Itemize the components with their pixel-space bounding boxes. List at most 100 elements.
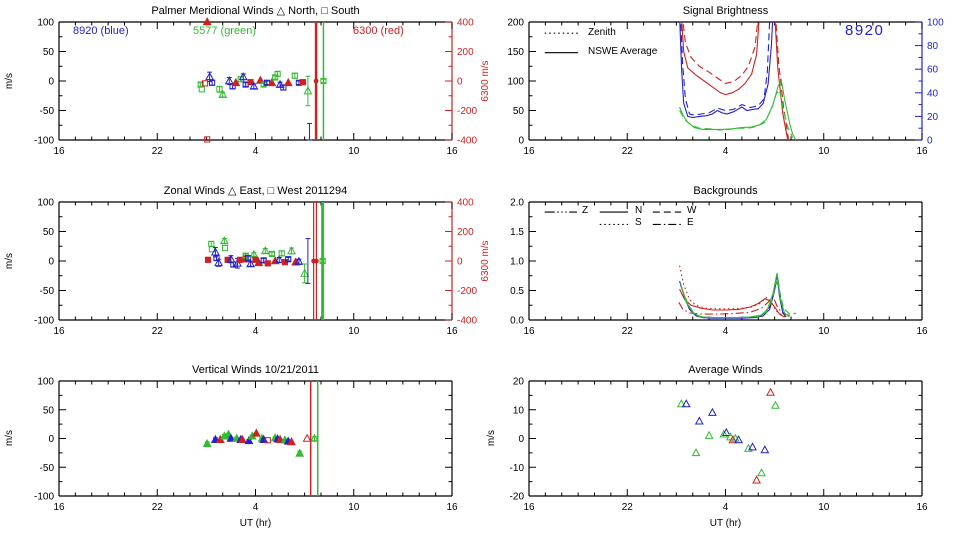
svg-text:16: 16 bbox=[916, 146, 928, 157]
marker-square bbox=[280, 84, 287, 91]
marker-square bbox=[204, 136, 211, 143]
marker-square bbox=[213, 254, 220, 262]
series-backgrounds-1 bbox=[679, 289, 785, 318]
svg-text:0: 0 bbox=[927, 136, 933, 147]
svg-text:150: 150 bbox=[507, 47, 524, 58]
series-backgrounds-6 bbox=[680, 279, 797, 319]
marker-square bbox=[264, 260, 271, 267]
marker-triangle bbox=[760, 445, 770, 454]
marker-square bbox=[221, 244, 229, 252]
svg-text:100: 100 bbox=[927, 18, 944, 29]
svg-text:16: 16 bbox=[916, 326, 928, 337]
svg-text:2.0: 2.0 bbox=[510, 198, 524, 209]
svg-text:100: 100 bbox=[507, 77, 524, 88]
svg-text:200: 200 bbox=[507, 18, 524, 29]
right-axis-label-6300-top: 6300 m/s bbox=[480, 60, 491, 102]
marker-triangle bbox=[226, 433, 236, 442]
series-backgrounds-4 bbox=[679, 276, 786, 319]
title-signal-brightness: Signal Brightness bbox=[682, 5, 769, 17]
series-signal-brightness-1 bbox=[680, 22, 771, 116]
svg-text:-100: -100 bbox=[34, 316, 54, 327]
series-signal-brightness-2 bbox=[681, 22, 760, 96]
svg-text:16: 16 bbox=[446, 326, 458, 337]
marker-triangle bbox=[294, 256, 304, 265]
svg-text:20: 20 bbox=[513, 377, 525, 388]
svg-text:1.0: 1.0 bbox=[510, 257, 524, 268]
svg-text:22: 22 bbox=[622, 502, 634, 513]
svg-text:-400: -400 bbox=[457, 316, 477, 327]
marker-square bbox=[299, 79, 307, 86]
marker-square bbox=[247, 79, 254, 86]
ylabel-average: m/s bbox=[486, 429, 497, 447]
svg-text:16: 16 bbox=[523, 146, 535, 157]
annotation-5577-green: 5577 (green) bbox=[193, 25, 256, 37]
svg-text:10: 10 bbox=[818, 326, 830, 337]
svg-text:-200: -200 bbox=[457, 286, 477, 297]
title-meridional-winds: Palmer Meridional Winds △ North, □ South bbox=[151, 5, 360, 17]
svg-text:200: 200 bbox=[457, 47, 474, 58]
svg-text:-50: -50 bbox=[40, 106, 55, 117]
marker-triangle bbox=[224, 76, 234, 85]
marker-triangle bbox=[260, 246, 270, 255]
marker-triangle bbox=[275, 434, 285, 443]
svg-text:4: 4 bbox=[723, 326, 729, 337]
annotation-8920-blue: 8920 (blue) bbox=[73, 25, 129, 37]
svg-text:10: 10 bbox=[818, 502, 830, 513]
legend-label-z: Z bbox=[582, 205, 589, 216]
legend-label-e: E bbox=[687, 217, 694, 228]
marker-triangle bbox=[676, 399, 686, 408]
marker-square bbox=[285, 256, 292, 263]
svg-text:4: 4 bbox=[723, 146, 729, 157]
svg-text:40: 40 bbox=[927, 88, 939, 99]
marker-triangle bbox=[752, 475, 762, 484]
marker-triangle bbox=[238, 72, 248, 81]
svg-text:100: 100 bbox=[37, 377, 54, 388]
xlabel-ut-right: UT (hr) bbox=[709, 518, 742, 529]
series-signal-brightness-5 bbox=[775, 22, 790, 139]
marker-triangle bbox=[214, 257, 224, 267]
marker-triangle bbox=[246, 259, 256, 268]
marker-square bbox=[230, 261, 237, 268]
marker-triangle bbox=[202, 17, 212, 26]
svg-text:400: 400 bbox=[457, 198, 474, 209]
marker-triangle bbox=[734, 435, 744, 444]
marker-triangle bbox=[287, 246, 296, 255]
title-zonal-winds: Zonal Winds △ East, □ West 2011294 bbox=[163, 185, 348, 197]
marker-triangle bbox=[300, 268, 310, 277]
svg-text:200: 200 bbox=[457, 227, 474, 238]
svg-text:22: 22 bbox=[152, 326, 164, 337]
marker-triangle bbox=[219, 236, 229, 245]
marker-square bbox=[264, 437, 271, 444]
svg-text:10: 10 bbox=[348, 326, 360, 337]
marker-triangle bbox=[771, 400, 780, 409]
marker-triangle bbox=[249, 81, 259, 90]
series-signal-brightness-4 bbox=[682, 22, 759, 84]
svg-text:400: 400 bbox=[457, 18, 474, 29]
svg-text:16: 16 bbox=[446, 502, 458, 513]
svg-text:-10: -10 bbox=[510, 463, 525, 474]
svg-text:16: 16 bbox=[446, 146, 458, 157]
title-average-winds: Average Winds bbox=[688, 364, 763, 376]
svg-text:50: 50 bbox=[43, 405, 55, 416]
marker-triangle bbox=[719, 429, 729, 438]
svg-text:16: 16 bbox=[53, 146, 65, 157]
svg-text:10: 10 bbox=[818, 146, 830, 157]
marker-square bbox=[209, 79, 216, 86]
marker-square bbox=[278, 250, 285, 257]
marker-triangle bbox=[295, 448, 305, 457]
svg-text:50: 50 bbox=[43, 47, 55, 58]
marker-triangle bbox=[302, 433, 312, 442]
marker-triangle bbox=[728, 435, 738, 444]
marker-square bbox=[268, 250, 275, 258]
legend-label-nswe-average: NSWE Average bbox=[588, 46, 658, 57]
svg-text:22: 22 bbox=[152, 502, 164, 513]
legend-label-zenith: Zenith bbox=[588, 27, 616, 38]
svg-text:-100: -100 bbox=[34, 492, 54, 503]
marker-square bbox=[245, 254, 252, 262]
marker-triangle bbox=[757, 468, 766, 477]
